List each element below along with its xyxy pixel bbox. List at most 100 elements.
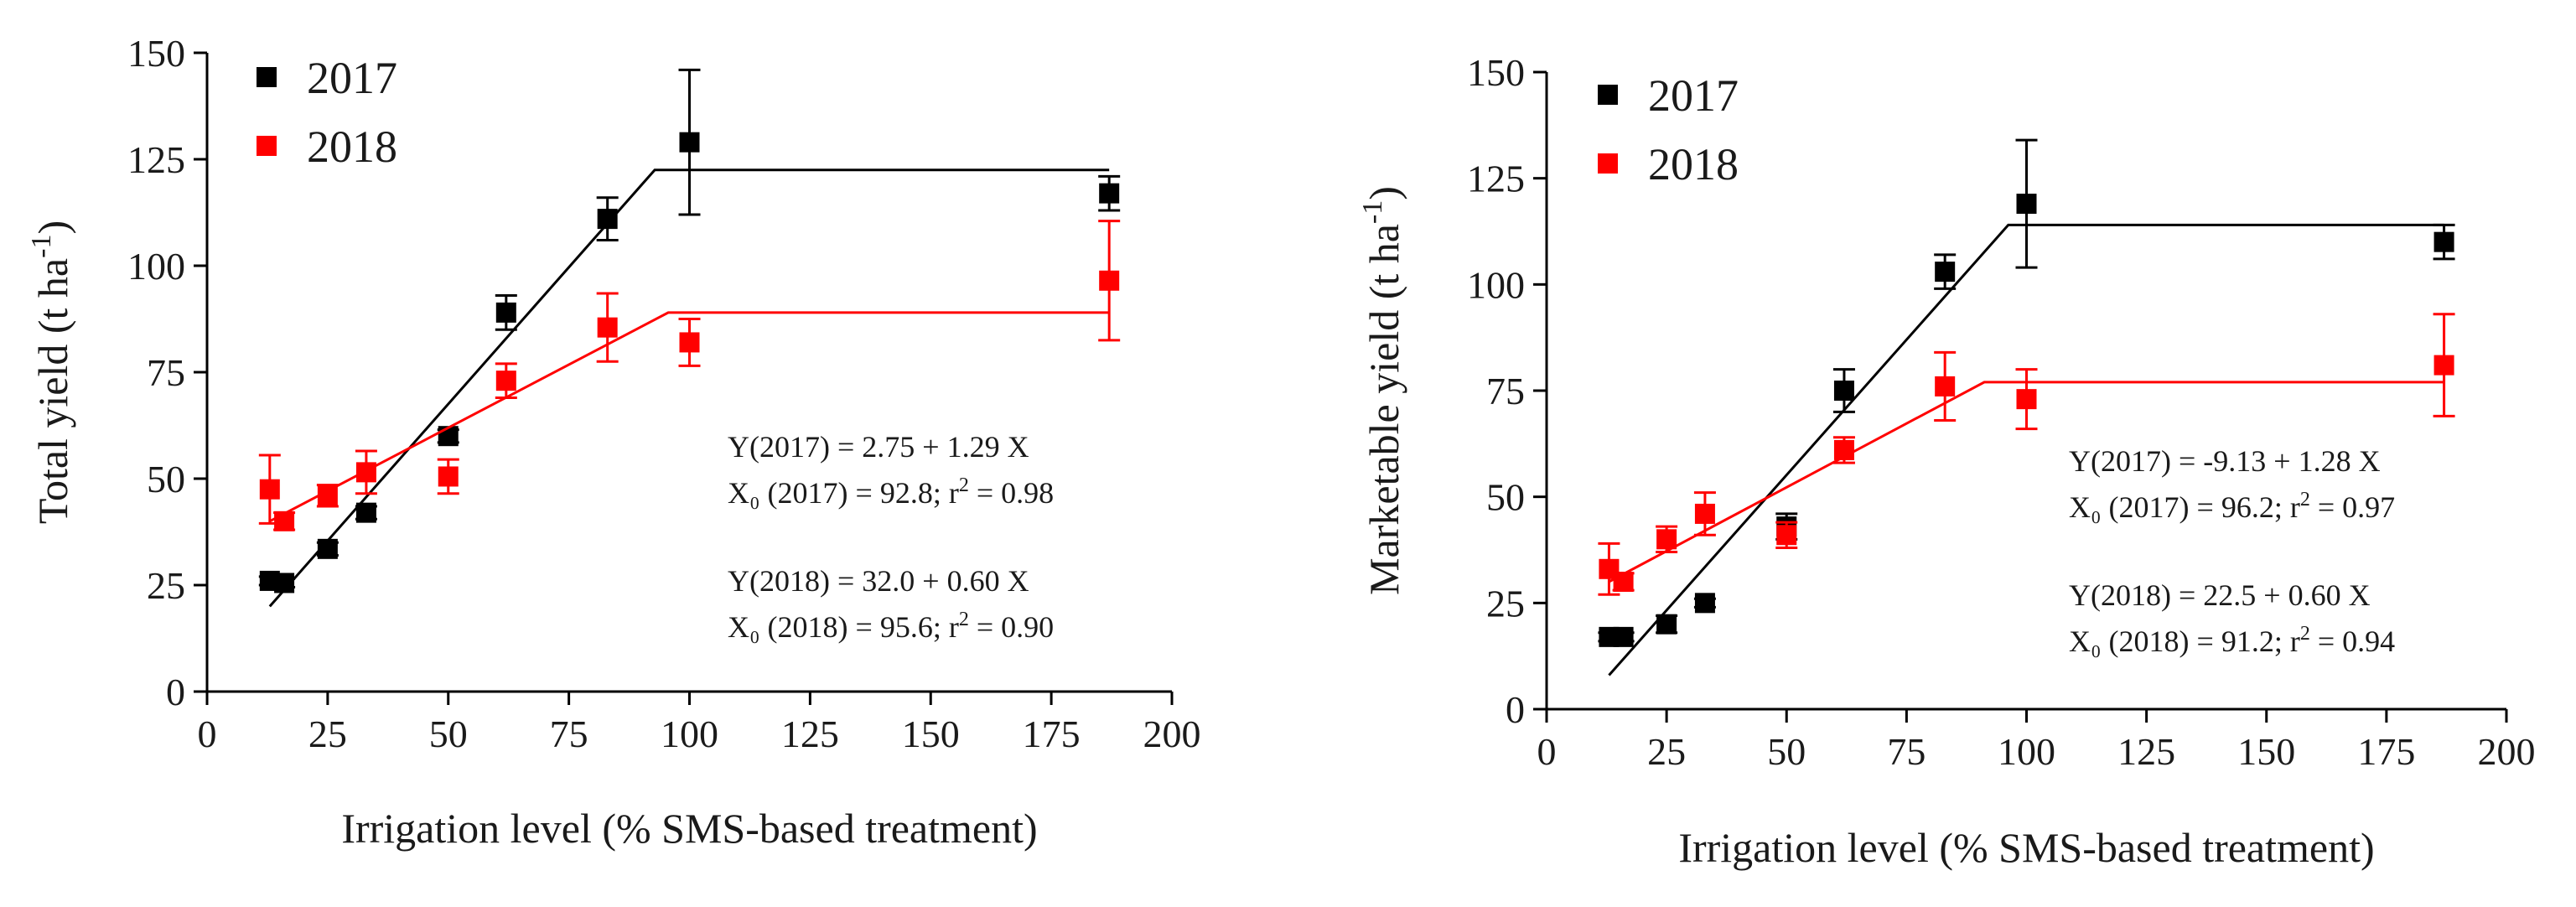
- equation-superscript: 2: [2300, 623, 2310, 645]
- y-tick-label: 100: [1467, 263, 1525, 306]
- y-tick-label: 75: [147, 351, 185, 394]
- fit-line-2018: [269, 311, 1110, 523]
- data-point-2017: [679, 132, 700, 153]
- regression-equation: Y(2018) = 22.5 + 0.60 X: [2069, 578, 2371, 612]
- equation-text: Y(2017) = 2.75 + 1.29 X: [728, 430, 1029, 464]
- x-tick-label: 125: [781, 713, 839, 755]
- legend-marker-2017: [257, 67, 277, 87]
- data-point-2017: [1833, 381, 1854, 401]
- x-tick-label: 150: [902, 713, 960, 755]
- y-axis-title-superscript: -1: [1357, 200, 1388, 224]
- x-tick-label: 175: [1023, 713, 1081, 755]
- y-tick-label: 50: [147, 458, 185, 500]
- equation-text: = 0.90: [969, 610, 1054, 644]
- data-point-2018: [1099, 270, 1120, 291]
- y-tick-label: 25: [1486, 582, 1525, 625]
- x-tick-label: 175: [2357, 730, 2415, 773]
- regression-equation: X₀ (2018) = 91.2; r2 = 0.94: [2069, 623, 2395, 658]
- data-point-2018: [1833, 439, 1854, 460]
- data-point-2017: [495, 302, 516, 323]
- data-point-2017: [438, 426, 459, 447]
- x-tick-label: 200: [2478, 730, 2536, 773]
- x-tick-label: 50: [1767, 730, 1806, 773]
- data-point-2017: [1935, 262, 1956, 282]
- equation-text: Y(2018) = 22.5 + 0.60 X: [2069, 578, 2371, 612]
- regression-equation: Y(2018) = 32.0 + 0.60 X: [728, 564, 1029, 598]
- regression-equation: X₀ (2017) = 92.8; r2 = 0.98: [728, 474, 1054, 510]
- marketable-yield-panel: 0 25 50 75 100 125 150 0 25 50 75 100 125 150 175 200 Ir…: [1357, 51, 2536, 871]
- data-point-2017: [1099, 183, 1120, 204]
- equation-text: = 0.97: [2310, 490, 2395, 524]
- regression-equation: X₀ (2017) = 96.2; r2 = 0.97: [2069, 489, 2395, 524]
- legend-label-2017: 2017: [1648, 70, 1739, 121]
- x-tick-label: 100: [661, 713, 718, 755]
- y-tick-label: 100: [127, 245, 185, 288]
- equation-text: = 0.94: [2310, 625, 2395, 658]
- data-point-2017: [1613, 626, 1634, 647]
- y-tick-label: 50: [1486, 476, 1525, 519]
- x-axis-title: Irrigation level (% SMS-based treatment): [1678, 824, 2374, 871]
- data-point-2017: [2433, 231, 2454, 252]
- equation-superscript: 2: [959, 474, 969, 496]
- data-point-2018: [1776, 525, 1797, 546]
- y-tick-label: 25: [147, 564, 185, 607]
- legend-label-2018: 2018: [307, 122, 397, 172]
- series-2018: [1598, 313, 2455, 596]
- y-axis-title-main: Total yield (t ha: [29, 258, 76, 524]
- equation-text: X₀ (2018) = 95.6; r: [728, 610, 959, 644]
- equation-text: Y(2017) = -9.13 + 1.28 X: [2069, 444, 2381, 478]
- legend-marker-2018: [257, 136, 277, 156]
- x-tick-label: 100: [1998, 730, 2055, 773]
- data-point-2018: [438, 466, 459, 487]
- fit-line-2017: [1608, 223, 2444, 676]
- regression-equation: Y(2017) = -9.13 + 1.28 X: [2069, 444, 2381, 478]
- data-point-2018: [1613, 572, 1634, 592]
- equation-text: Y(2018) = 32.0 + 0.60 X: [728, 564, 1029, 598]
- x-tick-label: 150: [2237, 730, 2295, 773]
- y-tick-label: 150: [127, 32, 185, 75]
- y-axis-title: Total yield (t ha-1): [26, 220, 76, 524]
- x-tick-label: 75: [550, 713, 588, 755]
- regression-equation: X₀ (2018) = 95.6; r2 = 0.90: [728, 609, 1054, 644]
- data-point-2018: [317, 485, 338, 506]
- data-point-2018: [2016, 389, 2037, 410]
- data-point-2018: [259, 479, 280, 500]
- fit-line-2018: [1608, 381, 2444, 583]
- x-tick-label: 125: [2117, 730, 2175, 773]
- data-point-2017: [355, 502, 376, 523]
- equation-superscript: 2: [2300, 489, 2310, 511]
- legend-marker-2018: [1598, 153, 1618, 174]
- x-tick-label: 200: [1143, 713, 1201, 755]
- y-axis-title-close: ): [1361, 186, 1407, 200]
- data-point-2018: [597, 317, 618, 338]
- data-point-2018: [1694, 503, 1715, 524]
- equation-text: X₀ (2017) = 92.8; r: [728, 476, 959, 510]
- equation-text: X₀ (2018) = 91.2; r: [2069, 625, 2300, 658]
- x-axis-title: Irrigation level (% SMS-based treatment): [341, 805, 1037, 852]
- y-tick-label: 75: [1486, 370, 1525, 412]
- data-point-2017: [317, 538, 338, 559]
- data-point-2018: [1935, 376, 1956, 396]
- y-tick-label: 150: [1467, 51, 1525, 94]
- legend-label-2017: 2017: [307, 53, 397, 103]
- data-point-2018: [274, 511, 295, 531]
- data-point-2018: [2433, 355, 2454, 376]
- data-point-2017: [1694, 593, 1715, 614]
- y-axis-title-close: ): [29, 220, 76, 235]
- series-2017: [1598, 138, 2455, 676]
- total-yield-panel: 0 25 50 75 100 125 150 0 25 50 75 100 125 150 175 200 Ir…: [26, 32, 1201, 852]
- legend-label-2018: 2018: [1648, 139, 1739, 189]
- data-point-2017: [1656, 614, 1677, 635]
- data-point-2018: [679, 332, 700, 353]
- y-tick-label: 0: [166, 671, 185, 713]
- data-point-2018: [495, 371, 516, 391]
- legend-marker-2017: [1598, 85, 1618, 105]
- data-point-2017: [597, 209, 618, 230]
- equation-text: X₀ (2017) = 96.2; r: [2069, 490, 2300, 524]
- y-tick-label: 125: [1467, 158, 1525, 200]
- equation-text: = 0.98: [969, 476, 1054, 510]
- y-axis-title: Marketable yield (t ha-1): [1357, 186, 1407, 595]
- series-2018: [258, 220, 1121, 531]
